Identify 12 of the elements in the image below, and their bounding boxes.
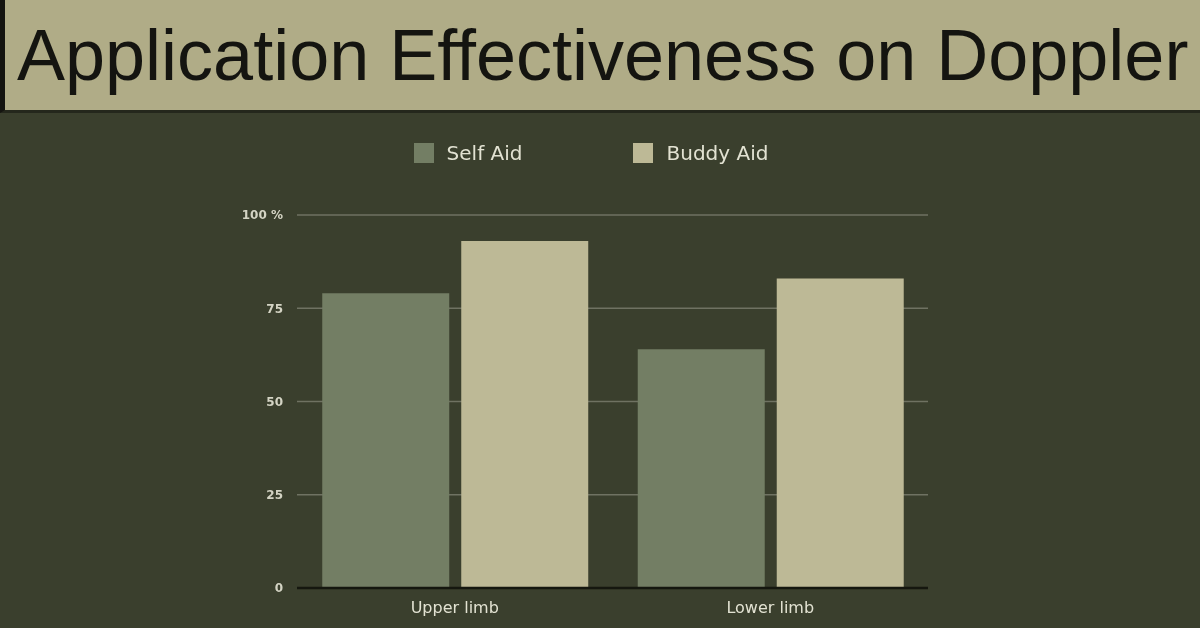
y-tick-label: 25 [266, 488, 283, 503]
legend-label: Buddy Aid [666, 141, 769, 165]
bar [776, 278, 904, 588]
legend-label: Self Aid [446, 141, 523, 165]
bar [461, 241, 589, 588]
chart-title: Application Effectiveness on Doppler [17, 14, 1189, 97]
y-tick-label: 75 [266, 301, 283, 316]
y-tick-label: 50 [266, 394, 283, 409]
x-tick-label: Lower limb [726, 598, 815, 618]
x-tick-label: Upper limb [410, 598, 499, 618]
y-tick-label: 0 [274, 581, 283, 596]
y-tick-label: 100 % [241, 208, 283, 223]
